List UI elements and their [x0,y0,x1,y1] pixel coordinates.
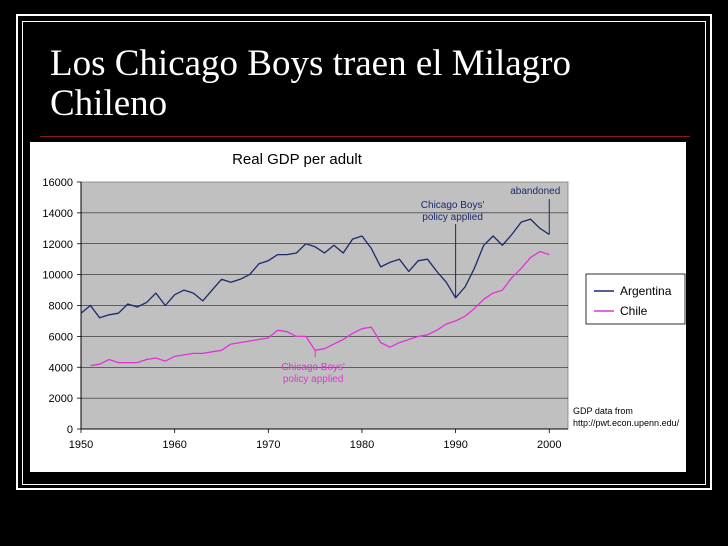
slide-frame [16,14,712,490]
source-note-line2: http://pwt.econ.upenn.edu/ [573,418,680,428]
legend-label-chile: Chile [620,304,648,318]
slide-title-line2: Chileno [50,83,168,124]
gdp-chart: 0 2000 4000 6000 8000 10000 12000 14000 16000 195… [30,142,686,472]
x-tick-label: 1950 [69,439,93,451]
annotation-arg-policy-line1: Chicago Boys' [421,200,485,211]
source-note-line1: GDP data from [573,406,633,416]
y-tick-label: 2000 [49,393,73,405]
slide-title: Los Chicago Boys traen el Milagro Chilen… [50,44,690,124]
axes: 0 2000 4000 6000 8000 10000 12000 14000 16000 195… [42,177,568,451]
annotation-arg-policy-line2: policy applied [422,212,483,223]
y-tick-label: 10000 [42,270,73,282]
y-tick-label: 8000 [49,301,73,313]
legend: Argentina Chile [585,273,686,325]
x-tick-label: 1990 [443,439,467,451]
y-tick-label: 12000 [42,239,73,251]
y-tick-label: 0 [67,424,73,436]
chart-container: 0 2000 4000 6000 8000 10000 12000 14000 16000 195… [30,142,686,472]
x-tick-label: 2000 [537,439,561,451]
y-tick-label: 4000 [49,362,73,374]
series-line-chile [90,250,550,367]
source-note: GDP data from http://pwt.econ.upenn.edu/ [573,406,680,428]
series-line-argentina [80,218,550,319]
y-tick-label: 16000 [42,177,73,189]
annotations-layer: Chicago Boys'policy appliedabandonedChic… [281,186,560,385]
x-tick-label: 1960 [162,439,186,451]
legend-label-argentina: Argentina [620,284,672,298]
grid-lines [81,212,568,399]
y-tick-label: 6000 [49,331,73,343]
annotation-arg-abandoned: abandoned [510,186,560,197]
title-rule [40,136,690,137]
series-layer [80,218,550,367]
slide-frame-inner [22,21,706,485]
chart-title: Real GDP per adult [232,151,363,168]
slide-title-line1: Los Chicago Boys traen el Milagro [50,43,571,84]
annotation-chile-policy-line1: Chicago Boys' [281,362,345,373]
y-tick-label: 14000 [42,208,73,220]
legend-box [585,273,686,325]
x-tick-label: 1980 [350,439,374,451]
x-tick-label: 1970 [256,439,280,451]
annotation-chile-policy-line2: policy applied [283,374,344,385]
